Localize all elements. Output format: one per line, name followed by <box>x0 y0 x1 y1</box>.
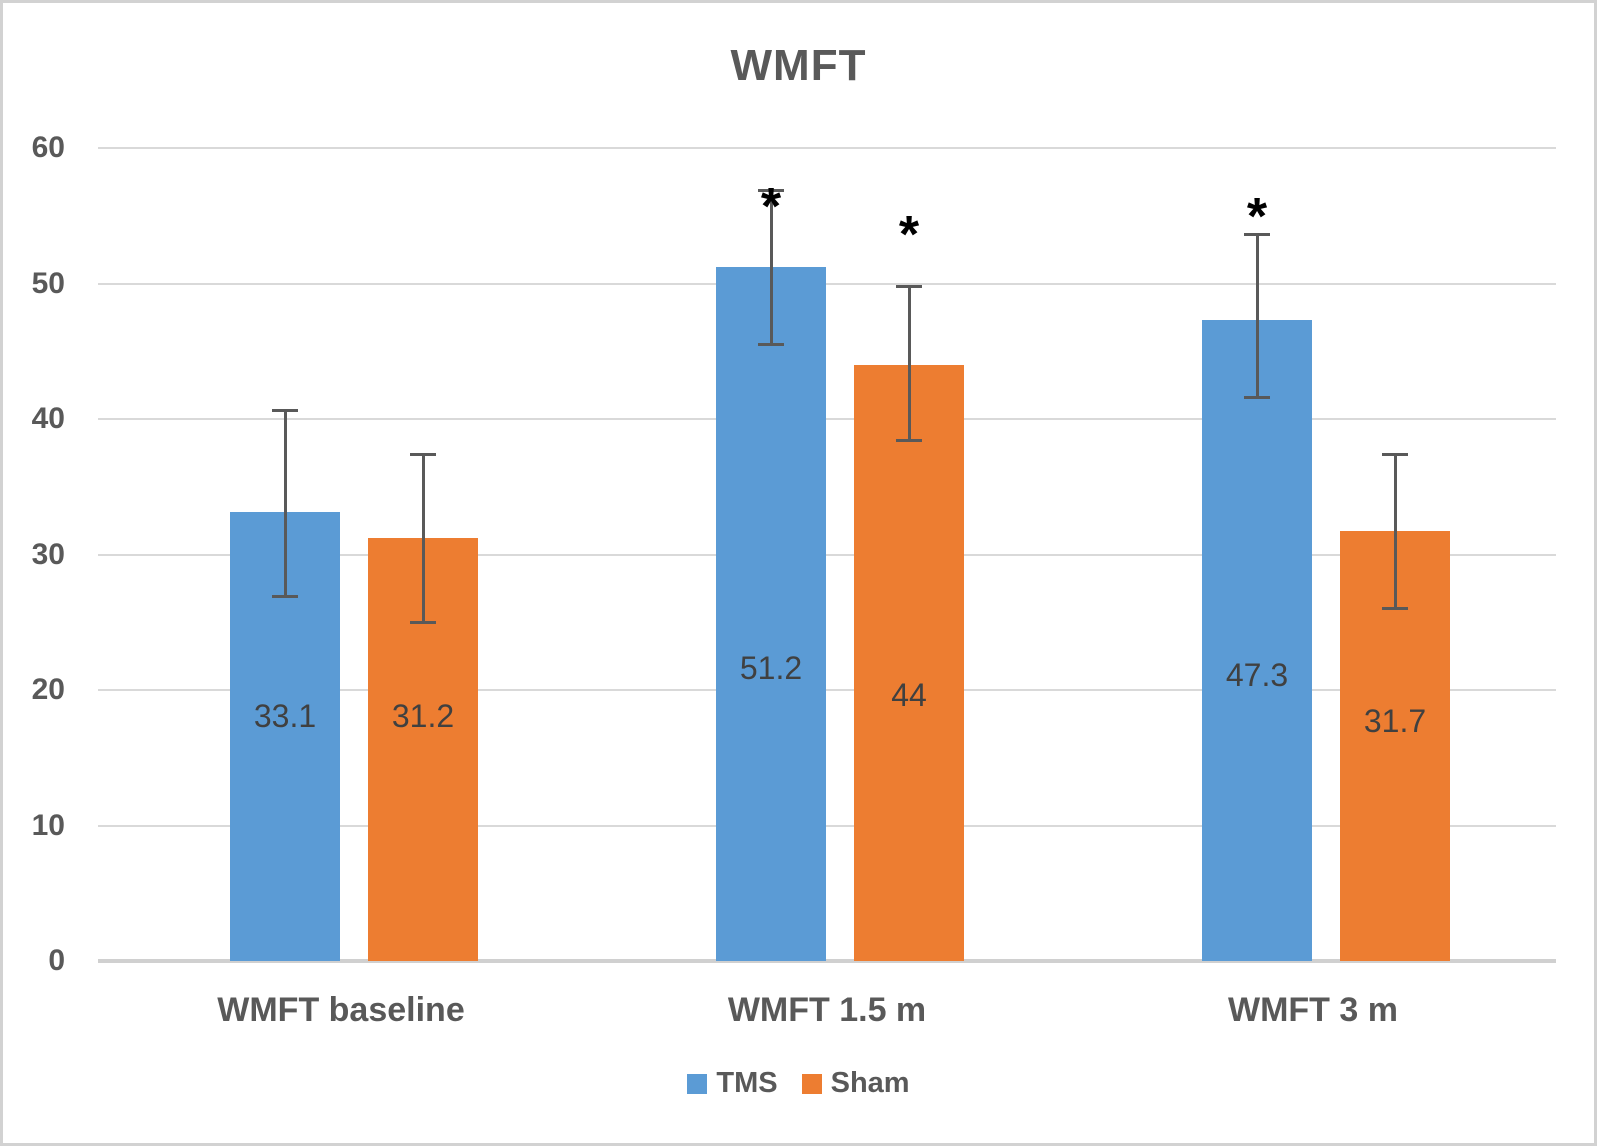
y-tick-label: 30 <box>31 537 65 571</box>
error-bar-line <box>283 410 287 597</box>
data-label: 33.1 <box>253 697 317 734</box>
error-bar-line <box>769 190 773 345</box>
bar-tms-wmft-1-5-m <box>716 267 826 961</box>
error-bar-cap-top <box>410 452 436 456</box>
legend-label-tms: TMS <box>716 1067 778 1099</box>
data-label: 44 <box>891 677 927 714</box>
category-label-wmft-3-m: WMFT 3 m <box>1228 991 1398 1029</box>
legend-swatch-sham <box>801 1073 822 1094</box>
error-bar-cap-bottom <box>410 620 436 624</box>
category-label-wmft-1-5-m: WMFT 1.5 m <box>727 991 927 1029</box>
error-bar-cap-top <box>896 284 922 288</box>
significance-star: * <box>898 205 920 264</box>
data-label: 31.2 <box>391 697 455 734</box>
data-label: 51.2 <box>739 650 803 687</box>
significance-star: * <box>760 178 782 237</box>
error-bar-cap-bottom <box>896 439 922 443</box>
error-bar-line <box>907 286 911 441</box>
gridline <box>98 824 1556 827</box>
error-bar-line <box>421 454 425 623</box>
bar-tms-wmft-3-m <box>1202 320 1312 961</box>
significance-star: * <box>1246 187 1268 246</box>
y-tick-label: 60 <box>31 131 65 164</box>
y-tick-label: 20 <box>31 673 65 706</box>
error-bar-cap-top <box>1382 452 1408 456</box>
gridline <box>98 147 1556 149</box>
y-tick-label: 50 <box>31 266 65 300</box>
gridline <box>98 282 1556 285</box>
error-bar-line <box>1255 234 1259 398</box>
error-bar-cap-top <box>758 188 784 192</box>
error-bar-cap-top <box>1244 233 1270 237</box>
error-bar-cap-bottom <box>1382 607 1408 611</box>
error-bar-cap-top <box>272 409 298 413</box>
error-bar-cap-bottom <box>272 595 298 598</box>
data-label: 31.7 <box>1363 703 1427 740</box>
error-bar-line <box>1393 454 1397 609</box>
category-label-wmft-baseline: WMFT baseline <box>217 991 465 1029</box>
error-bar-cap-bottom <box>1244 395 1270 399</box>
gridline <box>98 689 1556 691</box>
data-label: 47.3 <box>1225 657 1289 694</box>
gridline <box>98 553 1556 556</box>
y-tick-label: 40 <box>31 402 65 435</box>
error-bar-cap-bottom <box>758 342 784 346</box>
legend-label-sham: Sham <box>830 1067 910 1099</box>
legend-item-tms: TMS <box>687 1067 778 1100</box>
chart-title: WMFT <box>730 41 867 90</box>
y-tick-label: 10 <box>31 808 65 842</box>
x-axis-line <box>98 959 1556 963</box>
bar-sham-wmft-1-5-m <box>854 364 964 961</box>
gridline <box>98 418 1556 420</box>
y-tick-label: 0 <box>48 944 65 977</box>
legend-swatch-tms <box>687 1073 708 1094</box>
legend: TMS Sham <box>3 1067 1594 1100</box>
legend-item-sham: Sham <box>801 1067 910 1100</box>
